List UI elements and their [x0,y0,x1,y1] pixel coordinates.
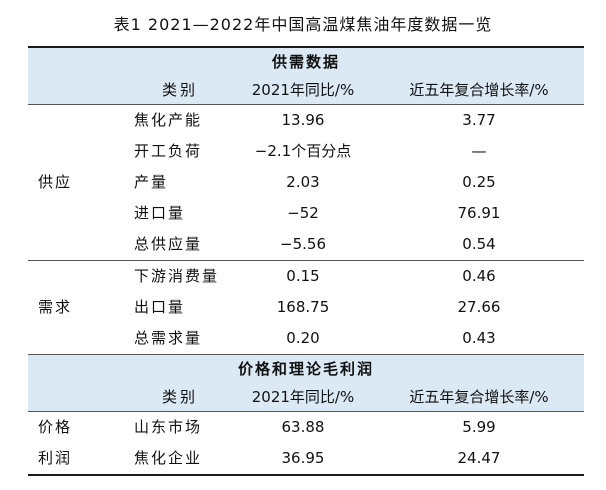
price-profit-block: 价格 山东市场 63.88 5.99 利润 焦化企业 36.95 24.47 [28,412,584,474]
row-cagr-value: 0.43 [462,329,496,347]
table-row: 下游消费量 0.15 0.46 [28,261,584,292]
row-yoy-value: 0.15 [286,267,320,285]
table-row: 利润 焦化企业 36.95 24.47 [28,443,584,474]
row-cagr-value: 76.91 [457,204,501,222]
table-row: 开工负荷 −2.1个百分点 — [28,136,584,167]
table-top-rule [28,46,584,48]
table-row: 进口量 −52 76.91 [28,198,584,229]
group-label-supply: 供应 [38,173,73,191]
section-divider [28,354,584,355]
column-header-yoy: 2021年同比/% [251,81,355,99]
header-rule [28,104,584,105]
supply-demand-header-band: 供需数据 类别 2021年同比/% 近五年复合增长率/% [28,48,584,104]
row-yoy-value: 13.96 [281,111,325,129]
row-category: 开工负荷 [134,142,203,160]
data-table: 供需数据 类别 2021年同比/% 近五年复合增长率/% 供应 焦化产能 13.… [28,46,584,476]
table-row: 焦化产能 13.96 3.77 [28,105,584,136]
row-cagr-value: 0.54 [462,235,496,253]
row-category: 下游消费量 [134,267,220,285]
column-header-category: 类别 [161,81,198,99]
column-header-row: 类别 2021年同比/% 近五年复合增长率/% [28,383,584,411]
row-yoy-value: 63.88 [281,418,325,436]
row-category: 出口量 [134,298,186,316]
table-bottom-rule [28,474,584,476]
row-yoy-value: −5.56 [280,235,326,253]
group-label-demand: 需求 [38,298,73,316]
row-category: 总供应量 [134,235,203,253]
column-header-row: 类别 2021年同比/% 近五年复合增长率/% [28,76,584,104]
table-row: 产量 2.03 0.25 [28,167,584,198]
table-row: 出口量 168.75 27.66 [28,292,584,323]
column-header-yoy: 2021年同比/% [251,388,355,406]
table-row: 总供应量 −5.56 0.54 [28,229,584,260]
column-header-category: 类别 [161,388,198,406]
row-cagr-value: 27.66 [457,298,501,316]
row-yoy-value: −2.1个百分点 [254,142,352,160]
demand-block: 需求 下游消费量 0.15 0.46 出口量 168.75 27.66 总需求量… [28,261,584,354]
supply-block: 供应 焦化产能 13.96 3.77 开工负荷 −2.1个百分点 — 产量 2.… [28,105,584,260]
row-cagr-value: — [471,142,487,160]
row-cagr-value: 0.46 [462,267,496,285]
table-row: 价格 山东市场 63.88 5.99 [28,412,584,443]
supply-demand-divider [28,260,584,261]
row-cagr-value: 3.77 [462,111,496,129]
column-header-cagr: 近五年复合增长率/% [409,81,549,99]
row-yoy-value: −52 [287,204,319,222]
row-category: 进口量 [134,204,186,222]
table-caption: 表1 2021—2022年中国高温煤焦油年度数据一览 [113,15,493,34]
row-yoy-value: 0.20 [286,329,320,347]
row-category: 产量 [134,173,169,191]
row-cagr-value: 5.99 [462,418,496,436]
group-label-profit: 利润 [38,449,73,467]
row-category: 山东市场 [134,418,203,436]
header-rule [28,411,584,412]
row-yoy-value: 168.75 [276,298,330,316]
row-yoy-value: 36.95 [281,449,325,467]
row-category: 总需求量 [134,329,203,347]
column-header-cagr: 近五年复合增长率/% [409,388,549,406]
row-cagr-value: 24.47 [457,449,501,467]
row-cagr-value: 0.25 [462,173,496,191]
group-label-price: 价格 [38,418,73,436]
row-yoy-value: 2.03 [286,173,320,191]
row-category: 焦化企业 [134,449,203,467]
price-profit-header-band: 价格和理论毛利润 类别 2021年同比/% 近五年复合增长率/% [28,355,584,411]
row-category: 焦化产能 [134,111,203,129]
table-row: 总需求量 0.20 0.43 [28,323,584,354]
section-title-price-profit: 价格和理论毛利润 [237,360,374,378]
section-title-supply-demand: 供需数据 [271,53,340,71]
